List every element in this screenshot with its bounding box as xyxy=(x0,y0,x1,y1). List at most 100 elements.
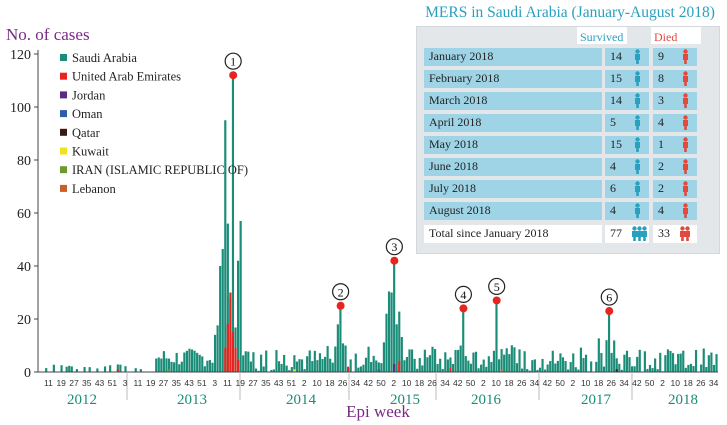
bar-saudi-arabia xyxy=(157,357,160,372)
legend-label: Qatar xyxy=(72,126,101,140)
month-label: Total since January 2018 xyxy=(429,226,549,240)
died-cell: 33 xyxy=(653,225,697,243)
bar-saudi-arabia xyxy=(574,367,577,372)
bar-saudi-arabia xyxy=(362,364,365,372)
bar-saudi-arabia xyxy=(375,360,378,372)
bar-saudi-arabia xyxy=(549,361,552,372)
week-tick-label: 18 xyxy=(325,378,335,388)
survived-header: Survived xyxy=(580,30,624,44)
week-tick-label: 18 xyxy=(415,378,425,388)
week-tick-label: 11 xyxy=(134,378,143,388)
week-tick-label: 19 xyxy=(146,378,156,388)
bar-saudi-arabia xyxy=(577,369,580,372)
bar-saudi-arabia xyxy=(625,350,629,372)
bar-saudi-arabia xyxy=(659,352,662,372)
bar-saudi-arabia xyxy=(418,357,421,372)
bar-saudi-arabia xyxy=(584,354,588,372)
peak-dot xyxy=(492,296,501,305)
week-tick-label: 51 xyxy=(108,378,118,388)
bar-saudi-arabia xyxy=(178,364,181,372)
bar-saudi-arabia xyxy=(692,366,695,372)
bar-saudi-arabia xyxy=(654,358,657,372)
survived-value: 4 xyxy=(610,159,616,173)
bar-saudi-arabia xyxy=(712,364,716,372)
peak-dot xyxy=(459,304,468,313)
bar-saudi-arabia xyxy=(643,351,646,372)
week-tick-label: 18 xyxy=(504,378,514,388)
bar-saudi-arabia xyxy=(464,356,467,372)
died-value: 3 xyxy=(658,93,664,107)
legend-swatch xyxy=(60,54,67,61)
bar-saudi-arabia xyxy=(160,358,163,372)
month-label: May 2018 xyxy=(429,137,478,151)
bar-saudi-arabia xyxy=(487,356,490,372)
bar-saudi-arabia xyxy=(567,369,570,372)
person-icon xyxy=(629,226,650,245)
bar-saudi-arabia xyxy=(387,291,391,372)
bar-saudi-arabia xyxy=(536,369,539,372)
bar-saudi-arabia xyxy=(482,359,485,372)
bar-saudi-arabia xyxy=(408,349,411,372)
bar-saudi-arabia xyxy=(495,300,498,372)
bar-saudi-arabia xyxy=(664,355,667,372)
peak-dot xyxy=(605,307,614,316)
row-label-cell: April 2018 xyxy=(424,114,602,132)
bar-saudi-arabia xyxy=(283,354,286,372)
bar-saudi-arabia xyxy=(590,361,593,372)
survived-value: 15 xyxy=(610,137,622,151)
month-label: March 2018 xyxy=(429,93,488,107)
table-row: May 2018 15 1 xyxy=(424,136,716,154)
table-row: February 2018 15 8 xyxy=(424,70,716,88)
bar-saudi-arabia xyxy=(500,349,503,372)
bar-saudi-arabia xyxy=(275,350,278,372)
peak-marker-circle xyxy=(454,285,473,303)
year-label: 2018 xyxy=(668,392,698,408)
person-icon xyxy=(632,49,643,68)
bar-saudi-arabia xyxy=(541,358,544,372)
bar-saudi-arabia xyxy=(518,349,521,372)
week-tick-label: 26 xyxy=(696,378,706,388)
bar-saudi-arabia xyxy=(219,266,222,372)
bar-saudi-arabia xyxy=(451,363,455,372)
person-icon xyxy=(680,203,691,222)
table-row: August 2018 4 4 xyxy=(424,202,716,220)
bar-saudi-arabia xyxy=(492,350,496,372)
bar-saudi-arabia xyxy=(707,355,710,372)
table-row: March 2018 14 3 xyxy=(424,92,716,110)
week-tick-label: 10 xyxy=(581,378,591,388)
bar-saudi-arabia xyxy=(405,357,409,372)
bar-saudi-arabia xyxy=(175,352,178,372)
bar-saudi-arabia xyxy=(687,364,690,372)
bar-saudi-arabia xyxy=(551,350,554,372)
peak-marker-circle xyxy=(224,52,242,70)
peak-marker-circle xyxy=(488,277,506,296)
week-tick-label: 2 xyxy=(571,378,576,388)
bar-saudi-arabia xyxy=(564,361,567,372)
year-label: 2017 xyxy=(581,392,612,408)
bar-saudi-arabia xyxy=(684,367,687,372)
bar-saudi-arabia xyxy=(636,356,639,372)
peak-marker-label: 5 xyxy=(494,280,500,294)
bar-saudi-arabia xyxy=(523,351,526,372)
legend-label: Lebanon xyxy=(72,182,116,196)
bar-saudi-arabia xyxy=(293,355,296,372)
bar-saudi-arabia xyxy=(508,354,511,372)
bar-saudi-arabia xyxy=(88,367,91,372)
week-tick-label: 19 xyxy=(236,378,246,388)
bar-saudi-arabia xyxy=(620,369,623,372)
bar-saudi-arabia xyxy=(316,360,319,372)
bar-uae xyxy=(449,368,452,372)
bar-saudi-arabia xyxy=(403,360,406,372)
bar-saudi-arabia xyxy=(410,349,414,372)
survived-cell: 6 xyxy=(605,180,649,198)
bar-saudi-arabia xyxy=(303,369,306,372)
table-total-row: Total since January 2018 77 33 xyxy=(424,225,716,243)
bar-saudi-arabia xyxy=(631,366,634,372)
bar-saudi-arabia xyxy=(457,349,460,372)
bar-saudi-arabia xyxy=(446,359,449,372)
bar-saudi-arabia xyxy=(428,355,432,372)
bar-saudi-arabia xyxy=(400,337,403,372)
week-tick-label: 50 xyxy=(376,378,386,388)
bar-saudi-arabia xyxy=(173,362,176,372)
peak-marker-circle xyxy=(600,288,618,306)
